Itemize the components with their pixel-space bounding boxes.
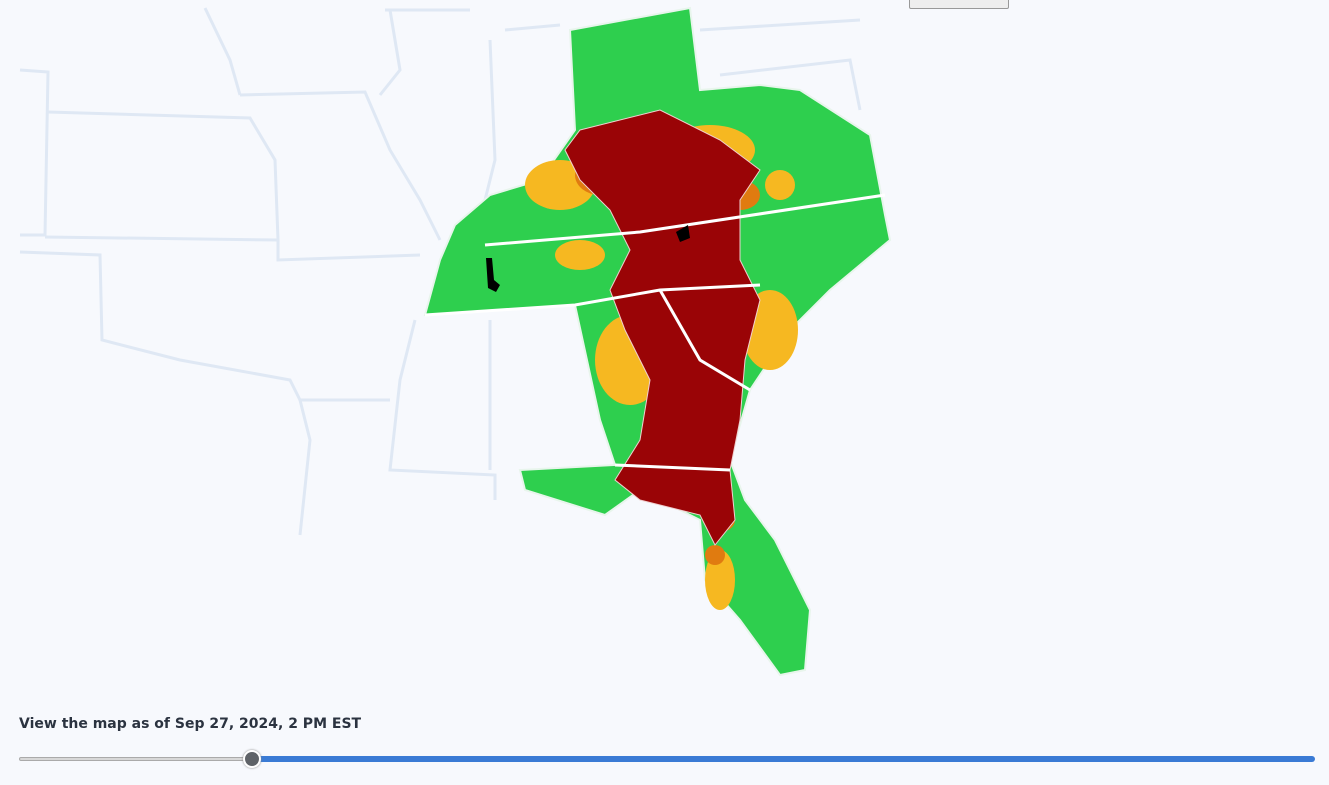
state-border: [614, 463, 731, 472]
state-border: [44, 110, 280, 242]
patch: [555, 240, 605, 270]
region-red: [564, 109, 761, 546]
region-black: [486, 225, 690, 292]
slider-label: View the map as of Sep 27, 2024, 2 PM ES…: [19, 716, 362, 732]
state-border: [239, 90, 442, 241]
slider-thumb[interactable]: [243, 750, 261, 768]
top-button[interactable]: [909, 0, 1009, 9]
state-border: [19, 250, 390, 402]
patch: [705, 550, 735, 610]
state-border: [19, 68, 50, 237]
state-border: [483, 39, 497, 201]
slider-track[interactable]: [19, 757, 252, 761]
patch: [486, 258, 500, 292]
inner-borders: [424, 193, 886, 472]
state-border: [504, 18, 862, 111]
state-border: [484, 193, 886, 247]
state-border: [276, 240, 421, 262]
state-border: [203, 7, 242, 96]
patch: [705, 545, 725, 565]
state-border: [424, 283, 761, 317]
state-border: [298, 399, 312, 536]
state-outlines: [19, 7, 862, 536]
patch: [765, 170, 795, 200]
state-border: [658, 289, 751, 392]
affected-region: [423, 6, 892, 677]
patch: [676, 225, 690, 242]
state-border: [388, 319, 497, 500]
map: [19, 6, 892, 677]
slider-track-filled[interactable]: [252, 756, 1315, 762]
state-border: [378, 8, 470, 96]
